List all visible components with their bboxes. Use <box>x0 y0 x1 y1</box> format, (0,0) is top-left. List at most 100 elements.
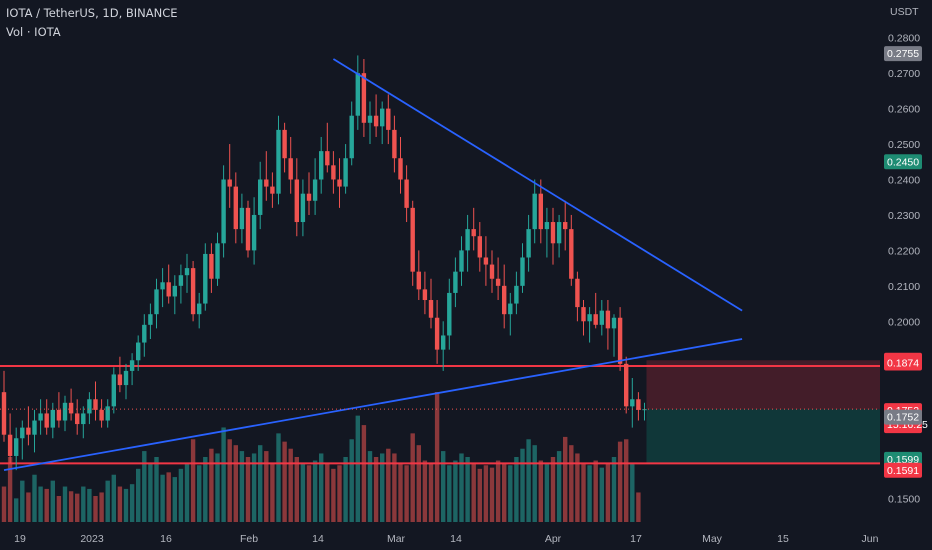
horizontal-lines[interactable] <box>0 364 880 465</box>
candle-body <box>203 253 208 304</box>
volume-bar <box>136 468 141 522</box>
volume-bar <box>129 484 135 522</box>
candle-body <box>62 402 68 421</box>
candle-body <box>331 165 336 180</box>
volume-legend[interactable]: Vol · IOTA <box>6 25 61 39</box>
candle-body <box>380 108 385 127</box>
volume-bar <box>319 453 324 522</box>
volume-bar <box>587 465 592 522</box>
candle-body <box>20 427 25 439</box>
candle-body <box>532 193 537 230</box>
candle-body <box>575 278 580 308</box>
volume-bar <box>373 457 379 522</box>
candle-body <box>441 335 446 350</box>
candle-body <box>276 129 281 194</box>
volume-bar <box>99 492 104 522</box>
volume-bar <box>575 453 580 522</box>
candle-body <box>617 317 623 364</box>
time-tick: 15 <box>777 533 789 545</box>
price-axis[interactable]: 0.2800 0.2700 0.2600 0.2500 0.2400 0.2300 0.22… <box>888 33 920 506</box>
volume-bar <box>7 457 13 522</box>
candle-body <box>178 275 184 286</box>
candle-body <box>581 307 586 322</box>
candle-body <box>50 409 55 428</box>
symbol-title[interactable]: IOTA / TetherUS, 1D, BINANCE <box>6 6 180 20</box>
volume-bar <box>300 462 306 522</box>
candle-body <box>26 427 31 435</box>
candle-body <box>343 158 348 187</box>
price-tick: 0.2500 <box>888 139 920 151</box>
candle-body <box>465 229 470 251</box>
volume-bar <box>624 439 629 522</box>
candle-body <box>197 303 202 315</box>
volume-bar <box>563 436 568 522</box>
candle-body <box>251 214 257 251</box>
candle-body <box>306 193 312 201</box>
volume-bar <box>68 491 74 522</box>
volume-bar <box>239 451 245 522</box>
trendline-lower <box>3 338 743 472</box>
price-badges: 0.27550.24500.18900.18740.175215:16:250.… <box>884 46 928 478</box>
volume-bar <box>416 445 421 522</box>
time-tick: Feb <box>240 533 258 545</box>
volume-bar <box>50 480 55 522</box>
currency-label[interactable]: USDT <box>890 6 919 18</box>
candle-body <box>148 314 153 325</box>
stop-zone <box>646 360 880 410</box>
volume-bar <box>14 498 19 522</box>
candle-body <box>373 115 379 127</box>
candle-body <box>471 229 476 237</box>
price-badge <box>884 409 922 425</box>
volume-bar <box>142 451 147 522</box>
candle-body <box>81 413 86 425</box>
candle-body <box>563 222 568 230</box>
candle-body <box>422 289 428 301</box>
volume-bar <box>264 451 269 522</box>
candle-body <box>215 243 220 279</box>
symbol-label: IOTA / TetherUS, 1D, BINANCE <box>6 6 178 20</box>
volume-bars <box>1 392 641 522</box>
volume-bar <box>630 462 635 522</box>
volume-bar <box>526 439 531 522</box>
price-tick: 0.2300 <box>888 210 920 222</box>
volume-bar <box>398 462 403 522</box>
volume-bar <box>20 480 25 522</box>
candle-body <box>1 392 7 435</box>
candle-body <box>569 229 574 279</box>
candle-body <box>129 360 135 371</box>
candle-body <box>483 257 489 265</box>
candle-body <box>520 257 525 286</box>
time-axis[interactable]: 19 2023 16 Feb 14 Mar 14 Apr 17 May 15 Jun <box>14 533 878 545</box>
candle-body <box>495 278 501 286</box>
volume-bar <box>154 457 159 522</box>
candle-body <box>428 300 434 318</box>
candle-body <box>14 438 19 456</box>
trendlines[interactable] <box>3 58 743 472</box>
candle-body <box>587 314 592 322</box>
volume-bar <box>581 462 586 522</box>
volume-bar <box>203 457 208 522</box>
candle-body <box>514 285 519 304</box>
volume-bar <box>288 448 293 522</box>
volume-bar <box>294 457 299 522</box>
candle-body <box>349 115 354 159</box>
candle-body <box>636 399 641 410</box>
price-badge-text: 0.1591 <box>887 465 919 477</box>
candle-body <box>319 151 324 180</box>
candle-body <box>68 402 74 414</box>
price-badge <box>884 355 922 371</box>
candle-body <box>233 186 238 230</box>
price-badge-text: 0.1752 <box>887 412 919 424</box>
volume-bar <box>44 488 49 522</box>
volume-bar <box>355 415 360 522</box>
price-tick: 0.2000 <box>888 316 920 328</box>
time-tick: 16 <box>160 533 172 545</box>
candle-body <box>294 179 299 223</box>
candle-body <box>404 179 409 208</box>
candle-body <box>556 222 562 244</box>
candle-body <box>434 317 440 350</box>
volume-bar <box>611 457 617 522</box>
candle-body <box>605 310 611 329</box>
candle-body <box>136 342 141 361</box>
